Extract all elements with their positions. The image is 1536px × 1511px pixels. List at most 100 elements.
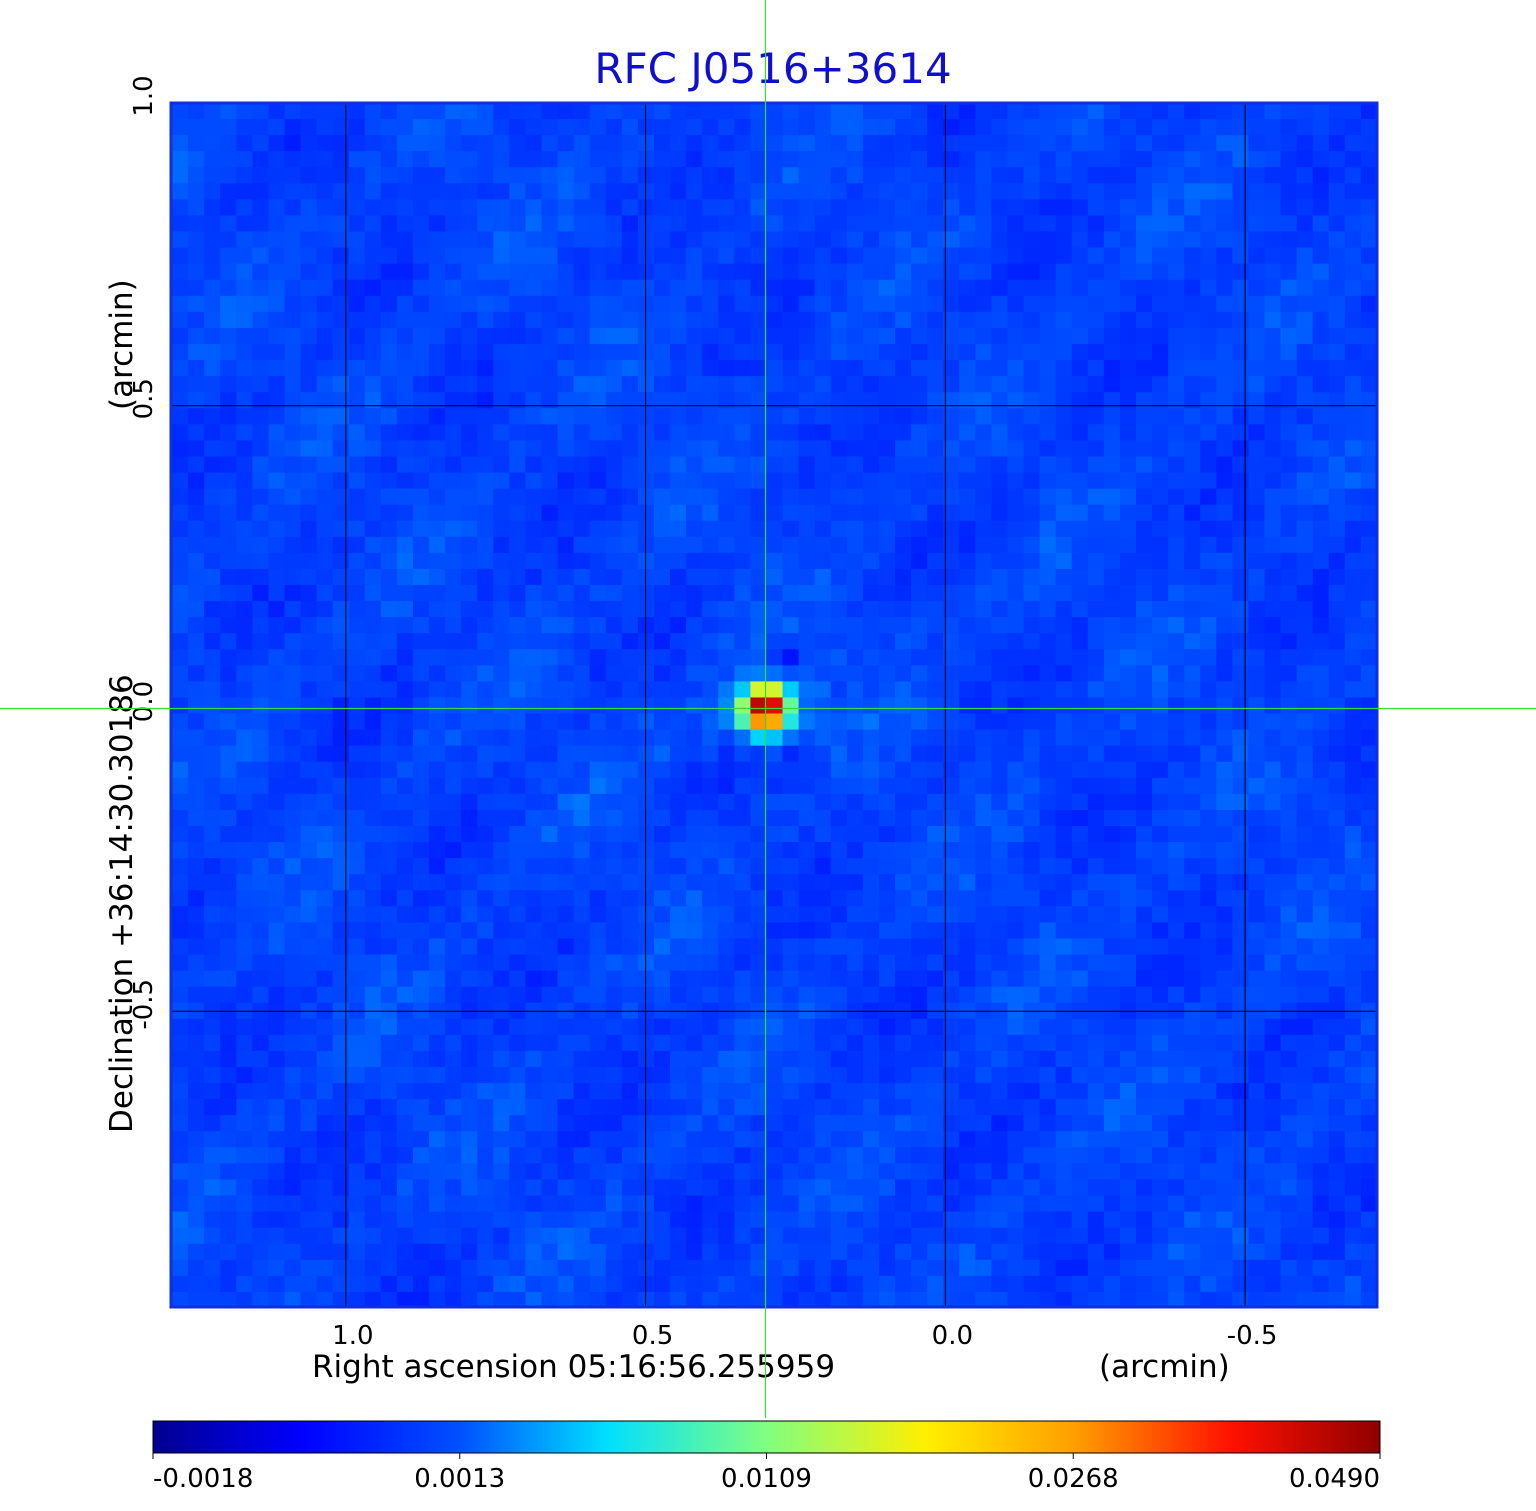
heatmap-cell (525, 1115, 543, 1132)
heatmap-cell (236, 938, 253, 956)
heatmap-cell (252, 231, 269, 249)
heatmap-cell (1007, 392, 1025, 409)
heatmap-cell (975, 938, 992, 956)
heatmap-cell (348, 986, 366, 1004)
heatmap-cell (670, 601, 687, 618)
heatmap-cell (654, 1131, 671, 1148)
heatmap-cell (750, 809, 768, 827)
heatmap-cell (1087, 617, 1105, 634)
heatmap-cell (541, 103, 559, 120)
heatmap-cell (1071, 649, 1089, 666)
heatmap-cell (991, 890, 1009, 907)
heatmap-cell (686, 665, 703, 682)
heatmap-cell (332, 729, 350, 747)
heatmap-cell (766, 1050, 784, 1068)
heatmap-cell (445, 552, 462, 570)
heatmap-cell (413, 729, 430, 747)
heatmap-cell (493, 311, 510, 329)
heatmap-cell (943, 1018, 960, 1036)
heatmap-cell (493, 745, 510, 763)
heatmap-cell (413, 745, 430, 763)
heatmap-cell (172, 1163, 189, 1181)
heatmap-cell (605, 392, 623, 409)
heatmap-cell (637, 858, 655, 875)
heatmap-cell (509, 1099, 527, 1116)
heatmap-cell (316, 1050, 334, 1068)
heatmap-cell (316, 311, 334, 329)
heatmap-cell (1264, 279, 1282, 297)
heatmap-cell (589, 681, 607, 699)
heatmap-cell (589, 1034, 607, 1052)
heatmap-cell (782, 777, 800, 795)
heatmap-cell (429, 488, 446, 506)
heatmap-cell (509, 295, 527, 313)
heatmap-cell (348, 585, 366, 602)
heatmap-cell (589, 488, 607, 506)
heatmap-cell (493, 151, 510, 168)
heatmap-cell (1216, 681, 1233, 699)
heatmap-cell (943, 520, 960, 538)
heatmap-cell (589, 665, 607, 682)
heatmap-cell (1152, 408, 1169, 425)
heatmap-cell (734, 697, 751, 715)
heatmap-cell (380, 1034, 398, 1052)
heatmap-cell (766, 183, 784, 200)
heatmap-cell (1360, 1115, 1377, 1132)
heatmap-cell (959, 151, 976, 168)
heatmap-cell (220, 890, 237, 907)
heatmap-cell (782, 970, 800, 988)
heatmap-cell (718, 842, 735, 859)
heatmap-cell (1136, 809, 1153, 827)
heatmap-cell (509, 360, 527, 377)
heatmap-cell (573, 440, 591, 458)
heatmap-cell (413, 263, 430, 281)
heatmap-cell (975, 247, 992, 265)
heatmap-cell (188, 585, 205, 602)
heatmap-cell (846, 954, 864, 972)
heatmap-cell (477, 1163, 494, 1181)
heatmap-cell (734, 809, 751, 827)
heatmap-cell (621, 761, 639, 779)
heatmap-cell (1264, 327, 1282, 345)
heatmap-cell (846, 279, 864, 297)
heatmap-cell (429, 119, 446, 136)
heatmap-cell (396, 617, 414, 634)
heatmap-cell (413, 1115, 430, 1132)
heatmap-cell (1152, 874, 1169, 891)
heatmap-cell (332, 183, 350, 200)
heatmap-cell (525, 295, 543, 313)
heatmap-cell (284, 327, 302, 345)
heatmap-cell (1039, 135, 1057, 152)
heatmap-cell (236, 488, 253, 506)
heatmap-cell (1087, 1099, 1105, 1116)
heatmap-cell (380, 665, 398, 682)
heatmap-cell (204, 263, 221, 281)
heatmap-cell (1280, 713, 1298, 731)
heatmap-cell (1071, 585, 1089, 602)
heatmap-cell (589, 842, 607, 859)
heatmap-cell (878, 938, 896, 956)
heatmap-cell (1360, 906, 1377, 923)
heatmap-cell (236, 922, 253, 940)
heatmap-cell (316, 890, 334, 907)
heatmap-cell (1168, 311, 1185, 329)
heatmap-cell (252, 440, 269, 458)
heatmap-cell (798, 826, 816, 843)
heatmap-cell (1039, 231, 1057, 249)
heatmap-cell (509, 793, 527, 811)
heatmap-cell (493, 231, 510, 249)
heatmap-cell (895, 536, 912, 554)
heatmap-cell (236, 601, 253, 618)
heatmap-cell (1296, 1050, 1314, 1068)
heatmap-cell (589, 633, 607, 650)
heatmap-cell (814, 1115, 832, 1132)
heatmap-cell (991, 585, 1009, 602)
heatmap-cell (284, 874, 302, 891)
heatmap-cell (1312, 488, 1330, 506)
heatmap-cell (1039, 424, 1057, 441)
heatmap-cell (975, 970, 992, 988)
heatmap-cell (1152, 103, 1169, 120)
heatmap-cell (589, 119, 607, 136)
heatmap-cell (268, 826, 286, 843)
heatmap-cell (1312, 1099, 1330, 1116)
